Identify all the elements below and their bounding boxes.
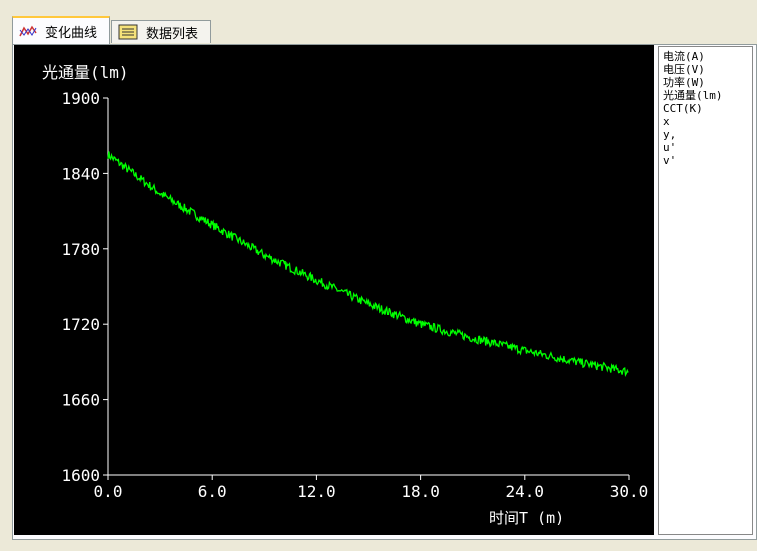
parameter-item[interactable]: CCT(K): [663, 102, 703, 115]
parameter-list: 电流(A) 电压(V) 功率(W) 光通量(lm) CCT(K) x y, u' v': [658, 46, 753, 535]
y-tick-label: 1720: [61, 315, 100, 334]
tab-label: 变化曲线: [45, 25, 98, 41]
line-chart: 光通量(lm) 时间T (m) 1600 1660 1720 1780 1840 1900…: [42, 63, 649, 527]
x-tick-label: 12.0: [297, 482, 336, 501]
y-tick-label: 1840: [61, 164, 100, 183]
parameter-item[interactable]: 电流(A): [663, 50, 705, 63]
x-tick-label: 6.0: [198, 482, 227, 501]
tab-trend-curve[interactable]: 变化曲线: [12, 16, 111, 44]
y-tick-label: 1780: [61, 240, 100, 259]
chart-icon: [19, 25, 37, 37]
parameter-item[interactable]: u': [663, 141, 677, 154]
y-tick-label: 1660: [61, 391, 100, 410]
parameter-item[interactable]: v': [663, 154, 677, 167]
parameter-item[interactable]: 电压(V): [663, 63, 705, 76]
parameter-item[interactable]: x: [663, 115, 670, 128]
x-tick-label: 0.0: [94, 482, 123, 501]
y-tick-label: 1600: [61, 466, 100, 485]
series-line: [107, 151, 629, 378]
y-tick-label: 1900: [61, 89, 100, 108]
parameter-item[interactable]: 光通量(lm): [663, 89, 723, 102]
x-tick-label: 30.0: [610, 482, 649, 501]
tab-label: 数据列表: [146, 26, 199, 42]
tab-bar: 变化曲线 数据列表: [12, 16, 212, 44]
x-axis-label: 时间T (m): [489, 509, 564, 527]
x-tick-label: 18.0: [401, 482, 440, 501]
list-icon: [118, 24, 138, 40]
parameter-item[interactable]: 功率(W): [663, 76, 705, 89]
x-tick-label: 24.0: [506, 482, 545, 501]
tab-data-list[interactable]: 数据列表: [111, 20, 212, 43]
chart-area: 光通量(lm) 时间T (m) 1600 1660 1720 1780 1840 1900…: [14, 45, 654, 535]
parameter-item[interactable]: y,: [663, 128, 677, 141]
y-axis-label: 光通量(lm): [42, 63, 129, 82]
